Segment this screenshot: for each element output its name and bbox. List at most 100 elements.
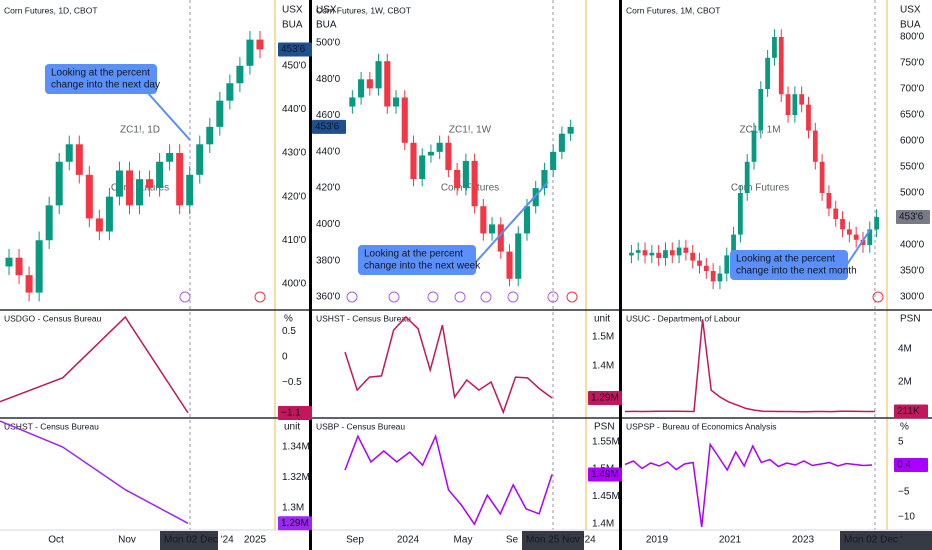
event-icon[interactable] (547, 291, 559, 303)
watermark: ZC1!, 1W (449, 125, 492, 136)
candle-body (471, 160, 478, 207)
crosshair-box (160, 531, 218, 550)
callout-text: Looking at the percent (736, 254, 835, 265)
candle-body (874, 217, 879, 230)
unit-label: PSN (594, 422, 615, 433)
candle-body (156, 161, 164, 188)
y-tick-label: 1.45M (592, 491, 620, 502)
candle-body (216, 100, 224, 127)
price-label-box (312, 119, 346, 134)
unit-label: BUA (282, 20, 303, 31)
event-icon[interactable] (872, 291, 884, 303)
candle-body (375, 61, 382, 89)
event-icon[interactable] (566, 291, 578, 303)
time-tick-label: Se (506, 535, 519, 546)
event-icon[interactable] (388, 291, 400, 303)
indicator-line (624, 319, 875, 413)
candle-body (550, 151, 557, 170)
price-label-box (894, 458, 928, 472)
watermark: Corn Futures (441, 183, 499, 194)
candle-body (366, 79, 373, 89)
candle-body (785, 94, 791, 115)
price-label-box (588, 467, 622, 482)
currency: USX (900, 5, 921, 16)
unit-label: BUA (316, 20, 337, 31)
candle-body (454, 169, 461, 189)
pane: ZC1!, 1W Corn Futures Corn Futures, 1W, CB… (316, 5, 574, 303)
candle-body (683, 247, 689, 253)
y-tick-label: 460'0 (316, 110, 341, 121)
event-icons (179, 291, 559, 303)
event-icon[interactable] (427, 291, 439, 303)
candle-body (246, 39, 254, 66)
candle-body (401, 97, 408, 143)
time-tick-label: Oct (48, 535, 64, 546)
event-icon[interactable] (254, 291, 266, 303)
candle-body (806, 104, 811, 131)
candle-body (166, 153, 174, 162)
pane-title: USBP - Census Bureau (316, 421, 405, 431)
pane-title: USDGO - Census Bureau (4, 313, 102, 323)
crosshair-label: Mon 02 Dec ' (844, 535, 903, 546)
candle-body (846, 229, 852, 235)
candle-body (710, 270, 716, 282)
unit-label: % (900, 422, 909, 433)
candle-body (649, 252, 655, 256)
candle-body (358, 79, 365, 98)
candle-body (629, 252, 634, 256)
price-label: 211K (897, 406, 920, 417)
candle-body (436, 142, 443, 152)
y-tick-label: 420'0 (282, 191, 307, 202)
y-tick-label: 500'0 (900, 188, 925, 199)
candle-body (65, 144, 73, 162)
price-label-box (894, 404, 928, 419)
y-tick-label: 5 (898, 437, 904, 448)
y-tick-label: 500'0 (316, 38, 341, 49)
time-tick-label: 2023 (792, 535, 815, 546)
candle-body (731, 234, 736, 256)
candle-body (419, 155, 426, 180)
time-tick-label: 2019 (646, 535, 669, 546)
event-icon[interactable] (507, 291, 519, 303)
candle-body (717, 273, 723, 282)
y-tick-label: 1.3M (282, 503, 304, 514)
pane-title: Corn Futures, 1M, CBOT (626, 5, 720, 15)
event-icon[interactable] (179, 291, 191, 303)
callout-text: Looking at the percent (51, 68, 150, 79)
candle-body (489, 224, 496, 234)
event-icon[interactable] (346, 291, 358, 303)
pane-title: USHST - Census Bureau (316, 313, 411, 323)
candle-body (826, 192, 832, 209)
pane: USHST - Census Bureau unit 1.4M 1.5M (316, 313, 614, 415)
indicator-line (344, 433, 553, 526)
price-label-box (278, 42, 312, 57)
candle-body (136, 179, 144, 206)
callout-pointer (465, 181, 549, 274)
watermark: ZC1!, 1D (120, 125, 160, 136)
event-icon[interactable] (454, 291, 466, 303)
price-label: 1.29M (591, 393, 619, 404)
candle-body (663, 250, 668, 258)
y-tick-label: 480'0 (316, 74, 341, 85)
candle-body (523, 206, 531, 234)
candle-body (772, 37, 777, 58)
y-tick-label: 1.5M (592, 332, 614, 343)
price-label-box (896, 210, 930, 225)
y-tick-label: 750'0 (900, 58, 925, 69)
price-label: 1.49M (591, 469, 619, 480)
y-tick-label: 4M (898, 344, 912, 355)
candle-body (445, 142, 452, 170)
currency: USX (282, 5, 303, 16)
y-tick-label: 410'0 (282, 235, 307, 246)
candle-body (532, 188, 539, 207)
candle-body (860, 239, 866, 245)
candle-body (349, 97, 356, 107)
callout-text: change into the next month (736, 266, 857, 277)
candle-body (690, 252, 696, 261)
indicator-line (344, 315, 553, 415)
candle-body (758, 88, 764, 131)
candle-body (256, 39, 264, 50)
event-icon[interactable] (480, 291, 492, 303)
